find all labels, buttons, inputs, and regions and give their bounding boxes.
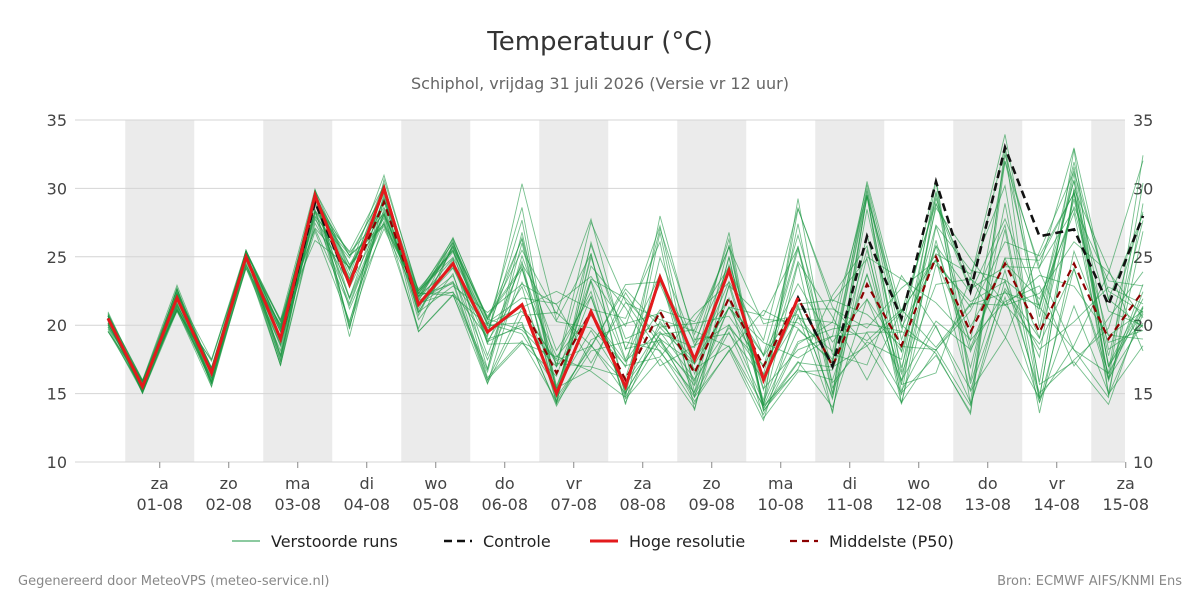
day-band [125,120,195,462]
y-tick-label: 15 [47,385,67,404]
legend-label-ensemble: Verstoorde runs [271,532,398,551]
legend-label-controle: Controle [483,532,551,551]
x-tick-day: do [495,474,515,493]
x-tick-date: 11-08 [827,495,874,514]
x-tick-day: ma [285,474,310,493]
x-tick-date: 12-08 [896,495,943,514]
day-bands [125,120,1125,462]
x-tick-date: 03-08 [275,495,322,514]
day-band [539,120,609,462]
y-axis-left: 10 15 20 25 30 35 [47,111,67,472]
x-tick-date: 02-08 [206,495,253,514]
x-axis: za 01-08 zo 02-08 ma 03-08 di 04-08 wo 05-08 do 06-… [137,462,1150,514]
day-band [815,120,885,462]
x-tick-date: 15-08 [1103,495,1150,514]
x-tick-day: zo [220,474,238,493]
x-tick-date: 09-08 [689,495,736,514]
ensemble-run-line [107,170,1144,403]
x-tick-date: 13-08 [965,495,1012,514]
footer-source: Bron: ECMWF AIFS/KNMI Ens [997,574,1182,589]
chart-subtitle: Schiphol, vrijdag 31 juli 2026 (Versie v… [411,74,789,93]
ensemble-run-line [107,210,1144,394]
y-tick-label: 25 [47,248,67,267]
grid-lines [75,119,1125,463]
x-tick-date: 10-08 [758,495,805,514]
x-tick-date: 01-08 [137,495,184,514]
x-tick-date: 04-08 [344,495,391,514]
x-tick-day: za [634,474,652,493]
y-tick-label: 35 [47,111,67,130]
x-tick-day: ma [768,474,793,493]
median-p50-line [107,198,1144,390]
y-tick-label: 15 [1133,385,1153,404]
ensemble-run-line [107,191,1144,404]
x-tick-date: 07-08 [551,495,598,514]
ensemble-runs [107,134,1144,422]
ensemble-run-line [107,155,1144,394]
ensemble-run-line [107,198,1144,405]
y-tick-label: 35 [1133,111,1153,130]
y-tick-label: 30 [47,179,67,198]
footer-generated-by: Gegenereerd door MeteoVPS (meteo-service… [18,574,329,589]
x-tick-date: 14-08 [1034,495,1081,514]
legend-label-hoge_resolutie: Hoge resolutie [629,532,745,551]
y-tick-label: 20 [47,316,67,335]
x-tick-day: vr [1049,474,1065,493]
x-tick-date: 08-08 [620,495,667,514]
y-tick-label: 10 [1133,453,1153,472]
x-tick-day: zo [703,474,721,493]
controle-line [106,143,1145,398]
legend-label-mediaan: Middelste (P50) [829,532,954,551]
x-tick-day: za [151,474,169,493]
y-tick-label: 10 [47,453,67,472]
main-series [106,143,1145,398]
x-tick-day: wo [907,474,930,493]
x-tick-day: wo [424,474,447,493]
x-tick-day: di [842,474,857,493]
hoge-resolutie-line [106,183,800,398]
x-tick-day: di [359,474,374,493]
legend: Verstoorde runs Controle Hoge resolutie Mid… [232,532,954,551]
x-tick-date: 05-08 [413,495,460,514]
x-tick-day: vr [566,474,582,493]
chart-title: Temperatuur (°C) [486,27,712,57]
ensemble-run-line [107,187,1144,407]
x-tick-date: 06-08 [482,495,529,514]
x-tick-day: do [978,474,998,493]
ensemble-run-line [107,180,1144,411]
x-tick-day: za [1117,474,1135,493]
ensemble-run-line [107,182,1144,405]
